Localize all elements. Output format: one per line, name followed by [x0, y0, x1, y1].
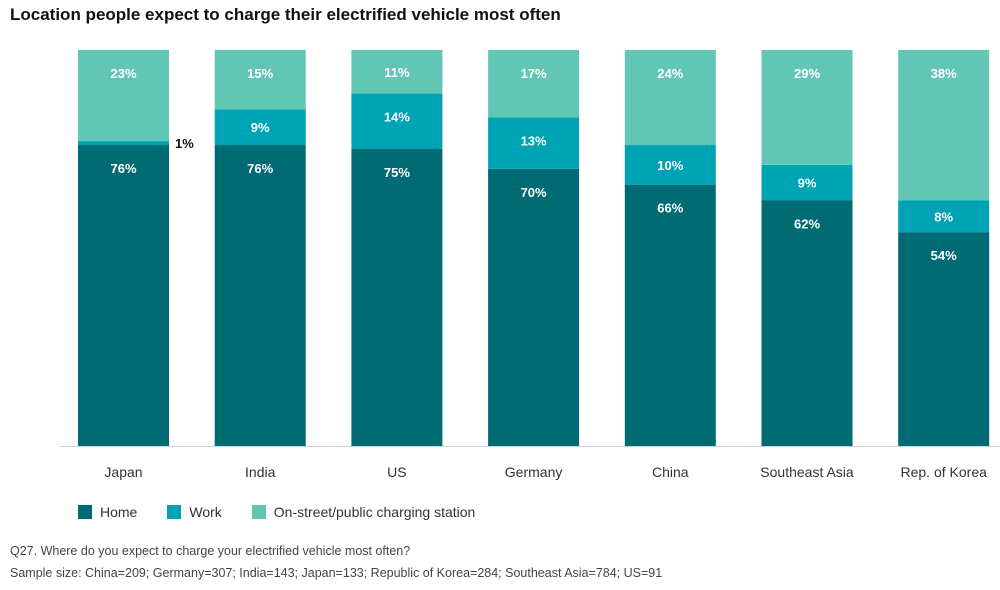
data-label-work-china: 10% — [657, 158, 683, 173]
bar-on-street-public-charging-station-india — [214, 50, 306, 110]
legend-item-home: Home — [78, 504, 137, 520]
data-label-on-street-public-charging-station-rep-of-korea: 38% — [931, 66, 957, 81]
data-label-home-germany: 70% — [521, 185, 547, 200]
x-tick-label-india: India — [245, 464, 276, 480]
x-tick-label-germany: Germany — [505, 464, 563, 480]
bar-on-street-public-charging-station-us — [351, 50, 443, 94]
data-label-home-japan: 76% — [110, 161, 136, 176]
legend-item-work: Work — [167, 504, 222, 520]
stacked-bar-chart: 76% 1% 23% Japan 76% 9% 15% India 75% 14% 11% US 70%… — [60, 50, 1000, 480]
bar-home-southeast-asia — [761, 200, 853, 446]
x-tick-label-japan: Japan — [104, 464, 142, 480]
chart-title: Location people expect to charge their e… — [10, 5, 561, 24]
data-label-on-street-public-charging-station-us: 11% — [384, 65, 410, 80]
legend: Home Work On-street/public charging statio… — [78, 504, 475, 520]
bar-home-japan — [78, 145, 169, 447]
data-label-work-japan: 1% — [175, 136, 194, 151]
bar-home-us — [351, 149, 443, 446]
data-label-home-china: 66% — [657, 201, 683, 216]
data-label-work-germany: 13% — [521, 133, 547, 148]
legend-swatch-home — [78, 505, 92, 519]
legend-label-home: Home — [100, 504, 138, 520]
bar-work-us — [351, 93, 443, 149]
data-label-work-us: 14% — [384, 110, 410, 125]
bar-work-germany — [488, 117, 580, 169]
data-label-work-india: 9% — [251, 120, 270, 135]
x-tick-label-us: US — [387, 464, 406, 480]
data-label-home-rep-of-korea: 54% — [931, 248, 957, 263]
data-label-work-rep-of-korea: 8% — [934, 209, 953, 224]
bar-work-china — [624, 145, 716, 185]
sample-size-note: Sample size: China=209; Germany=307; Ind… — [10, 566, 663, 580]
bar-on-street-public-charging-station-rep-of-korea — [898, 50, 990, 201]
data-label-on-street-public-charging-station-southeast-asia: 29% — [794, 66, 820, 81]
bar-home-india — [214, 145, 306, 447]
bar-home-rep-of-korea — [898, 232, 990, 446]
bar-work-india — [214, 109, 306, 146]
legend-swatch-on-street-public-charging-station — [251, 505, 266, 519]
bar-on-street-public-charging-station-japan — [78, 50, 169, 142]
x-tick-label-china: China — [652, 464, 689, 480]
bar-work-rep-of-korea — [898, 200, 990, 233]
bar-on-street-public-charging-station-china — [624, 50, 716, 146]
data-label-work-southeast-asia: 9% — [798, 176, 817, 191]
bar-home-germany — [488, 168, 580, 447]
legend-label-work: Work — [189, 504, 222, 520]
data-label-home-southeast-asia: 62% — [794, 216, 820, 231]
data-label-on-street-public-charging-station-germany: 17% — [521, 66, 547, 81]
x-tick-label-rep-of-korea: Rep. of Korea — [901, 464, 988, 480]
question-note: Q27. Where do you expect to charge your … — [10, 544, 411, 558]
bar-on-street-public-charging-station-southeast-asia — [761, 50, 853, 165]
data-label-on-street-public-charging-station-japan: 23% — [110, 66, 136, 81]
bar-work-japan — [78, 141, 169, 146]
bar-home-china — [624, 184, 716, 446]
bar-on-street-public-charging-station-germany — [488, 50, 580, 118]
legend-label-on-street-public-charging-station: On-street/public charging station — [273, 504, 476, 520]
data-label-on-street-public-charging-station-india: 15% — [247, 66, 273, 81]
legend-swatch-work — [167, 505, 182, 519]
legend-item-on-street-public-charging-station: On-street/public charging station — [251, 504, 476, 520]
data-label-home-india: 76% — [247, 161, 273, 176]
bar-work-southeast-asia — [761, 164, 853, 201]
data-label-home-us: 75% — [384, 165, 410, 180]
x-tick-label-southeast-asia: Southeast Asia — [760, 464, 854, 480]
data-label-on-street-public-charging-station-china: 24% — [657, 66, 683, 81]
